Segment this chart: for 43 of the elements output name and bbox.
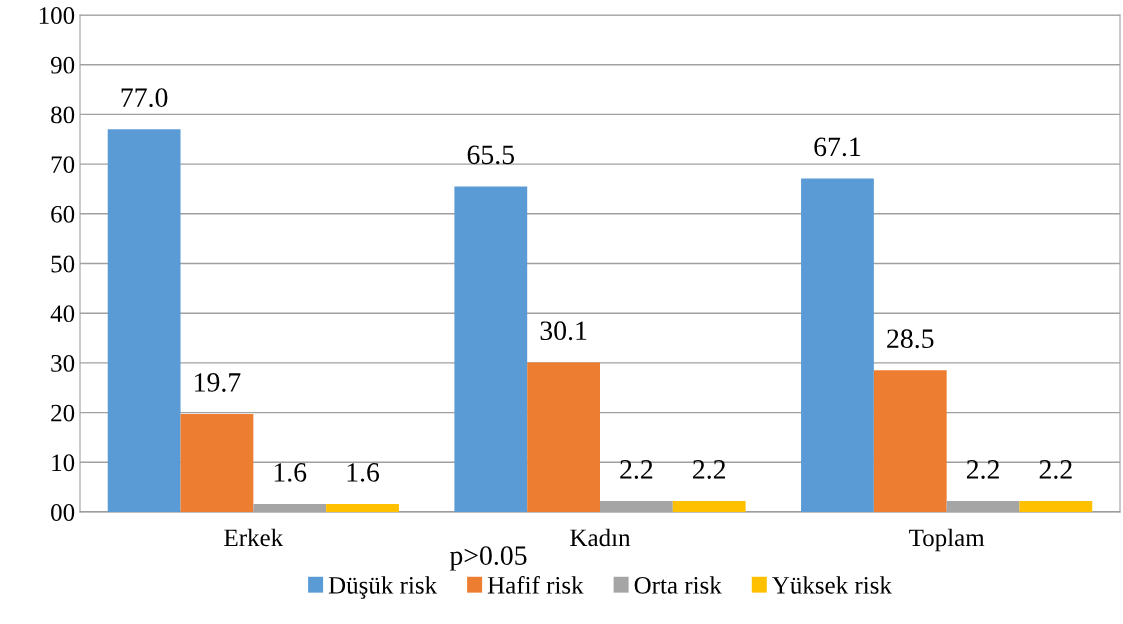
legend-label: Hafif risk — [487, 575, 584, 594]
data-label: 30.1 — [540, 321, 587, 341]
data-label: 19.7 — [195, 373, 241, 392]
data-label: 65.5 — [467, 145, 515, 165]
legend-label: Düşük risk — [328, 576, 438, 599]
y-tick-label: 30 — [51, 354, 75, 372]
bar — [253, 504, 327, 512]
data-label: 1.6 — [347, 463, 380, 482]
data-label: 2.2 — [1039, 460, 1072, 479]
y-tick-label: 90 — [50, 56, 75, 74]
bar — [873, 370, 947, 512]
bar — [946, 501, 1020, 512]
y-tick-label: 40 — [50, 305, 75, 323]
bar — [672, 501, 746, 512]
y-tick-label: 60 — [51, 205, 75, 223]
text: p>0.05 — [449, 546, 527, 571]
data-label: 2.2 — [693, 460, 726, 479]
data-label: 2.2 — [966, 460, 999, 479]
bar — [527, 362, 600, 512]
y-tick-label: 10 — [52, 454, 75, 472]
y-tick-label: 80 — [51, 106, 75, 124]
data-label: 2.2 — [620, 460, 653, 479]
y-tick-label: 50 — [51, 255, 75, 273]
x-tick-label: Erkek — [224, 528, 284, 547]
bar — [600, 501, 673, 512]
legend-label: Orta risk — [634, 576, 722, 594]
data-label: 1.6 — [274, 463, 307, 482]
x-tick-label: Kadın — [570, 528, 631, 547]
bar — [801, 178, 874, 512]
data-label: 67.1 — [814, 137, 861, 157]
data-label: 77.0 — [121, 88, 168, 108]
legend-label: Yüksek risk — [772, 576, 892, 594]
bar — [454, 186, 528, 512]
bar — [1019, 501, 1093, 512]
y-tick-label: 100 — [39, 7, 75, 24]
bar — [180, 414, 254, 512]
bar — [326, 504, 399, 512]
data-label: 28.5 — [887, 329, 934, 349]
y-tick-label: 70 — [51, 156, 75, 174]
x-tick-label: Toplam — [909, 528, 985, 552]
y-tick-label: 00 — [51, 504, 75, 521]
bar — [107, 129, 181, 512]
y-tick-label: 20 — [51, 404, 75, 422]
